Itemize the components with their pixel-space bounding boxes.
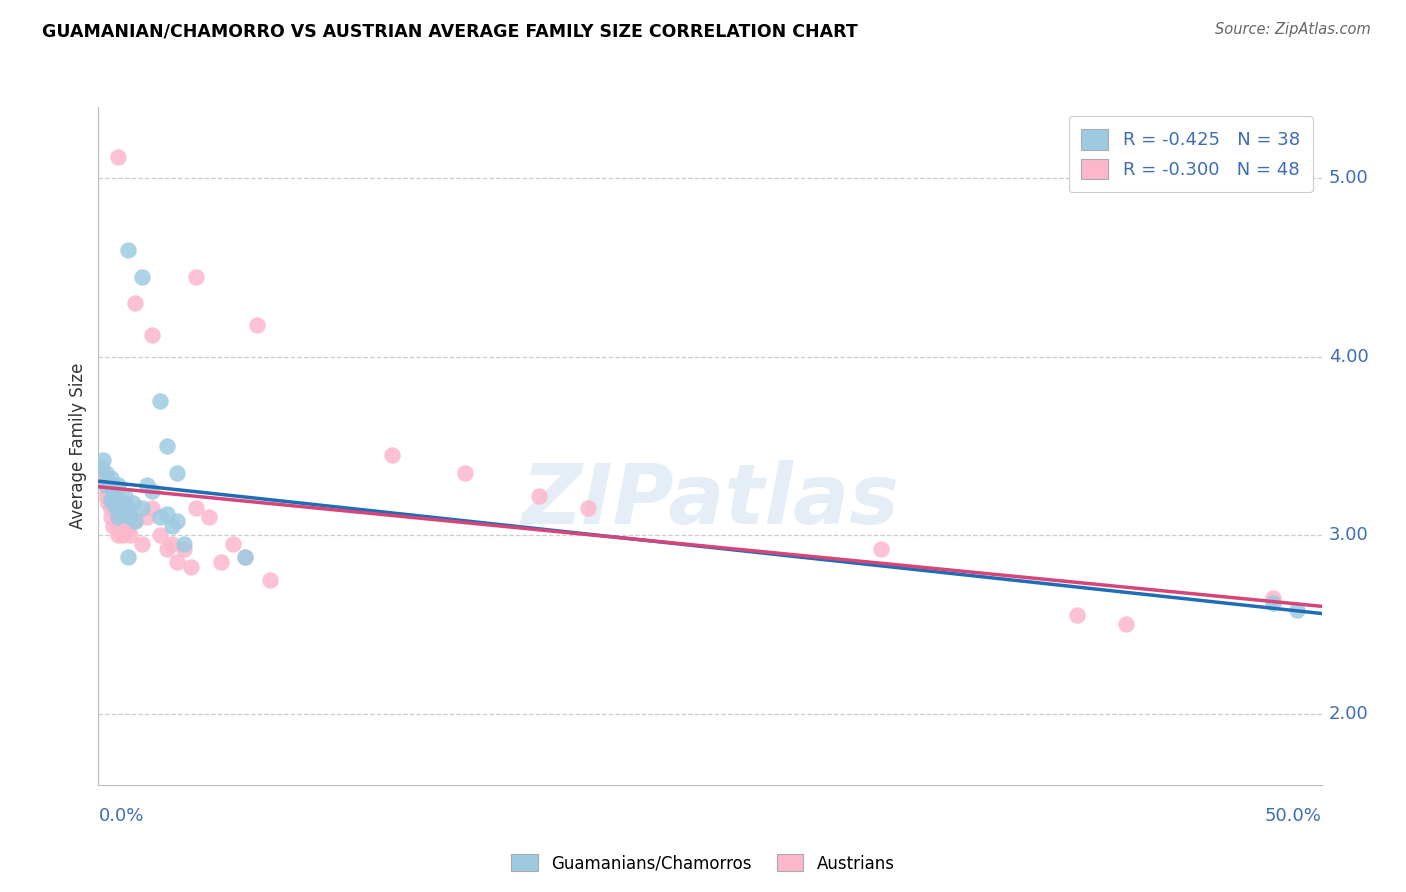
Point — [111, 519, 134, 533]
Point — [101, 519, 124, 533]
Point — [114, 507, 136, 521]
Point — [104, 501, 127, 516]
Point — [120, 528, 142, 542]
Legend: R = -0.425   N = 38, R = -0.300   N = 48: R = -0.425 N = 38, R = -0.300 N = 48 — [1069, 116, 1313, 192]
Point — [117, 243, 139, 257]
Point — [1066, 608, 1088, 623]
Point — [101, 492, 124, 507]
Point — [136, 478, 159, 492]
Text: 0.0%: 0.0% — [98, 807, 143, 825]
Point — [107, 150, 129, 164]
Point — [1261, 591, 1284, 605]
Point — [124, 514, 146, 528]
Point — [117, 549, 139, 564]
Point — [209, 555, 232, 569]
Point — [121, 496, 143, 510]
Text: 3.00: 3.00 — [1329, 526, 1368, 544]
Point — [149, 510, 172, 524]
Point — [149, 528, 172, 542]
Point — [97, 496, 120, 510]
Point — [94, 478, 117, 492]
Point — [173, 537, 195, 551]
Point — [527, 489, 550, 503]
Point — [104, 507, 127, 521]
Point — [100, 501, 122, 516]
Text: 50.0%: 50.0% — [1265, 807, 1322, 825]
Point — [120, 510, 142, 524]
Point — [114, 489, 136, 503]
Point — [156, 507, 179, 521]
Point — [141, 501, 163, 516]
Point — [111, 496, 134, 510]
Point — [173, 542, 195, 557]
Point — [222, 537, 245, 551]
Point — [1115, 617, 1137, 632]
Point — [166, 555, 188, 569]
Point — [149, 394, 172, 409]
Point — [1286, 603, 1309, 617]
Point — [94, 466, 117, 480]
Point — [110, 492, 132, 507]
Point — [131, 537, 153, 551]
Point — [186, 501, 208, 516]
Point — [91, 471, 114, 485]
Point — [124, 296, 146, 310]
Point — [100, 492, 122, 507]
Y-axis label: Average Family Size: Average Family Size — [69, 363, 87, 529]
Point — [381, 448, 404, 462]
Point — [197, 510, 219, 524]
Point — [104, 514, 127, 528]
Point — [576, 501, 599, 516]
Text: GUAMANIAN/CHAMORRO VS AUSTRIAN AVERAGE FAMILY SIZE CORRELATION CHART: GUAMANIAN/CHAMORRO VS AUSTRIAN AVERAGE F… — [42, 22, 858, 40]
Text: 5.00: 5.00 — [1329, 169, 1368, 187]
Point — [131, 501, 153, 516]
Point — [94, 478, 117, 492]
Point — [107, 510, 129, 524]
Point — [101, 496, 124, 510]
Point — [124, 514, 146, 528]
Point — [131, 269, 153, 284]
Point — [97, 475, 120, 489]
Point — [104, 489, 127, 503]
Point — [166, 466, 188, 480]
Text: 4.00: 4.00 — [1329, 348, 1368, 366]
Point — [111, 507, 134, 521]
Text: 2.00: 2.00 — [1329, 705, 1368, 723]
Point — [97, 483, 120, 498]
Point — [101, 483, 124, 498]
Point — [156, 439, 179, 453]
Point — [107, 496, 129, 510]
Point — [110, 510, 132, 524]
Point — [259, 573, 281, 587]
Legend: Guamanians/Chamorros, Austrians: Guamanians/Chamorros, Austrians — [505, 847, 901, 880]
Point — [107, 478, 129, 492]
Point — [186, 269, 208, 284]
Point — [141, 328, 163, 343]
Point — [117, 519, 139, 533]
Text: Source: ZipAtlas.com: Source: ZipAtlas.com — [1215, 22, 1371, 37]
Point — [233, 549, 256, 564]
Point — [90, 460, 112, 475]
Point — [160, 537, 183, 551]
Point — [166, 514, 188, 528]
Point — [1261, 596, 1284, 610]
Point — [111, 528, 134, 542]
Point — [141, 483, 163, 498]
Point — [180, 560, 202, 574]
Point — [136, 510, 159, 524]
Point — [870, 542, 893, 557]
Text: ZIPatlas: ZIPatlas — [522, 459, 898, 541]
Point — [233, 549, 256, 564]
Point — [91, 453, 114, 467]
Point — [94, 489, 117, 503]
Point — [117, 501, 139, 516]
Point — [454, 466, 477, 480]
Point — [100, 471, 122, 485]
Point — [107, 528, 129, 542]
Point — [100, 510, 122, 524]
Point — [246, 318, 269, 332]
Point — [156, 542, 179, 557]
Point — [160, 519, 183, 533]
